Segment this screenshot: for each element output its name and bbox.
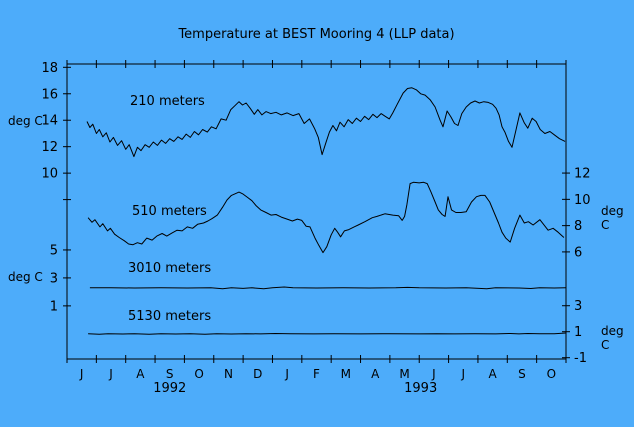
y-tick-label-s5130: 1 [574,325,582,340]
month-label: F [313,367,320,381]
y-tick-label-s3010: 3 [50,271,58,286]
y-tick-label-s210: 14 [41,114,58,129]
y-tick-label-s210: 18 [41,61,58,76]
month-label: J [284,367,289,381]
unit-label-left-upper: deg C [8,114,43,128]
y-tick-label-s210: 16 [41,87,58,102]
month-label: A [136,367,145,381]
y-tick-label-s3010: 1 [50,299,58,314]
year-label: 1992 [153,381,186,396]
year-label: 1993 [404,381,437,396]
unit-label-right-lower: deg C [601,324,624,352]
month-label: A [489,367,498,381]
series-line-510-meters [87,181,565,254]
month-label: A [371,367,380,381]
month-label: S [166,367,174,381]
y-tick-label-s510: 8 [574,219,582,234]
unit-label-left-lower: deg C [8,270,43,284]
y-tick-label-s5130: -1 [574,351,587,366]
series-label-5130m: 5130 meters [128,309,212,324]
month-label: S [518,367,526,381]
month-label: J [108,367,113,381]
series-line-3010-meters [89,286,567,290]
y-tick-label-s510: 6 [574,245,582,260]
month-label: D [253,367,262,381]
y-tick-label-s510: 10 [574,193,591,208]
series-label-210m: 210 meters [130,94,205,109]
month-label: M [341,367,351,381]
series-line-210-meters [86,87,566,158]
series-line-5130-meters [88,332,567,335]
series-label-3010m: 3010 meters [128,261,212,276]
y-tick-label-s210: 12 [41,140,58,155]
chart-title: Temperature at BEST Mooring 4 (LLP data) [178,27,455,42]
unit-label-right-upper: deg C [601,204,624,232]
month-label: O [547,367,556,381]
y-tick-label-s210: 10 [41,167,58,182]
series-label-510m: 510 meters [132,204,207,219]
month-label: O [194,367,203,381]
y-tick-label-s5130: 3 [574,299,582,314]
month-label: J [460,367,465,381]
y-tick-label-s3010: 5 [50,243,58,258]
month-label: N [224,367,233,381]
y-tick-label-s510: 12 [574,167,591,182]
month-label: J [431,367,436,381]
month-label: J [79,367,84,381]
month-label: M [399,367,409,381]
plot-frame [66,63,567,360]
